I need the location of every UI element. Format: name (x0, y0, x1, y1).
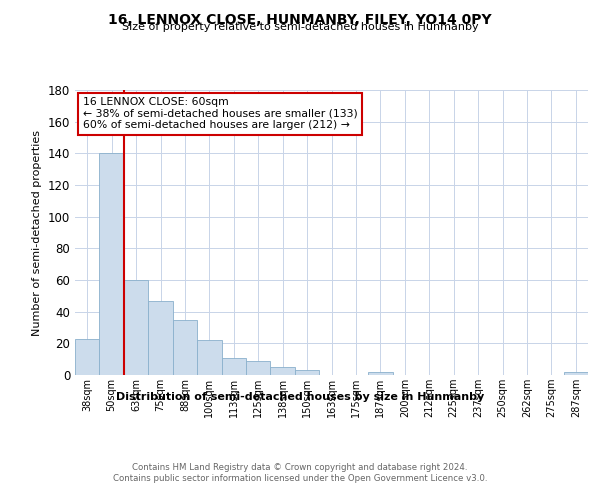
Bar (173, 320, 197, 375)
Bar (100, 154, 124, 375)
Text: Contains HM Land Registry data © Crown copyright and database right 2024.: Contains HM Land Registry data © Crown c… (132, 462, 468, 471)
Text: Size of property relative to semi-detached houses in Hunmanby: Size of property relative to semi-detach… (122, 22, 478, 32)
Bar (563, 372, 588, 375)
Text: Distribution of semi-detached houses by size in Hunmanby: Distribution of semi-detached houses by … (116, 392, 484, 402)
Text: Contains public sector information licensed under the Open Government Licence v3: Contains public sector information licen… (113, 474, 487, 483)
Bar (368, 372, 392, 375)
Text: 16, LENNOX CLOSE, HUNMANBY, FILEY, YO14 0PY: 16, LENNOX CLOSE, HUNMANBY, FILEY, YO14 … (108, 12, 492, 26)
Bar (148, 300, 173, 375)
Bar (271, 367, 295, 375)
Text: 16 LENNOX CLOSE: 60sqm
← 38% of semi-detached houses are smaller (133)
60% of se: 16 LENNOX CLOSE: 60sqm ← 38% of semi-det… (83, 97, 358, 130)
Bar (221, 358, 246, 375)
Bar (124, 280, 148, 375)
Bar (75, 338, 100, 375)
Bar (246, 361, 271, 375)
Y-axis label: Number of semi-detached properties: Number of semi-detached properties (32, 130, 42, 336)
Bar (197, 340, 221, 375)
Bar (295, 370, 319, 375)
